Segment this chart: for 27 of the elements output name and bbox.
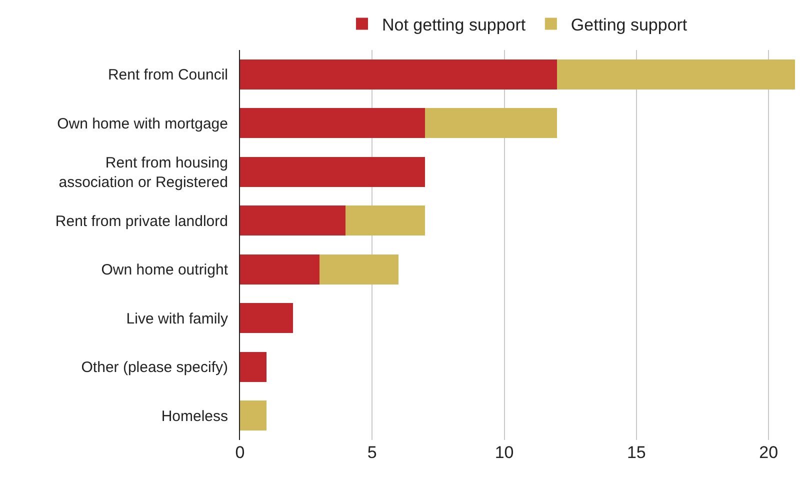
y-tick-label: Own home outright — [101, 262, 229, 279]
bar — [240, 108, 425, 138]
bar — [240, 59, 558, 90]
x-tick-label: 5 — [367, 443, 377, 462]
x-tick-label: 20 — [759, 443, 778, 462]
bar — [240, 303, 293, 334]
y-tick-label: Rent from Council — [108, 66, 228, 84]
bar — [240, 156, 425, 187]
y-tick-label: Other (please specify) — [81, 359, 228, 376]
y-tick-label: Rent from private landlord — [55, 212, 228, 230]
y-tick-label: Homeless — [161, 408, 228, 425]
bar — [319, 254, 399, 284]
legend-label: Getting support — [570, 15, 688, 34]
y-tick-label: Rent from housing association or Registered — [58, 154, 228, 191]
bar — [240, 400, 266, 431]
x-tick-label: 15 — [626, 443, 646, 462]
bar — [240, 254, 320, 284]
bar — [425, 108, 558, 138]
bar — [240, 352, 266, 382]
bar — [557, 59, 795, 90]
y-tick-label: Live with family — [126, 310, 228, 328]
legend-label: Not getting support — [382, 15, 526, 34]
x-tick-label: 0 — [235, 443, 245, 462]
x-tick-label: 10 — [494, 443, 514, 462]
bar — [240, 206, 346, 236]
bar — [346, 206, 425, 236]
y-tick-label: Own home with mortgage — [57, 115, 228, 132]
